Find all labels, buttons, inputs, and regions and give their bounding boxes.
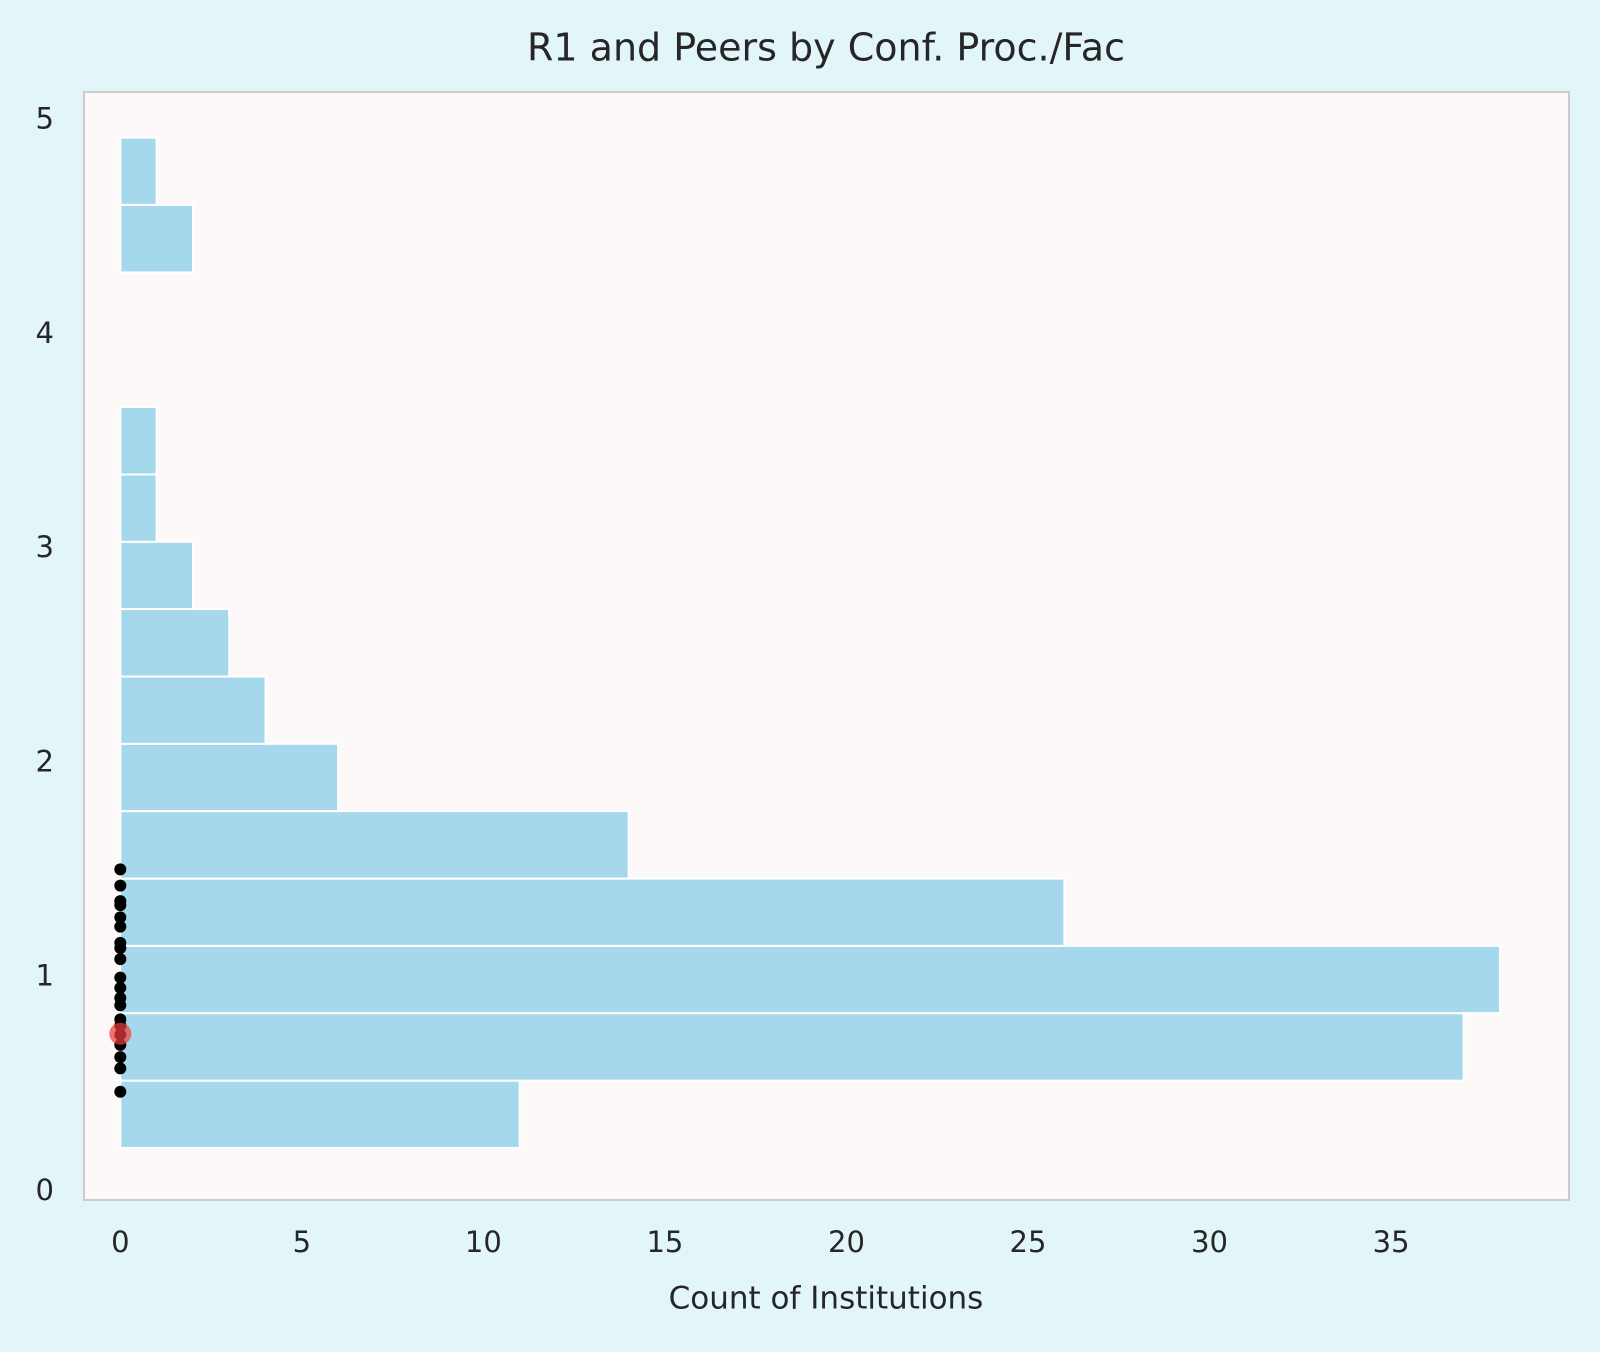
y-tick-label: 0	[36, 1173, 54, 1207]
bar	[119, 405, 158, 476]
x-tick-label: 15	[646, 1225, 683, 1259]
y-tick-label: 4	[36, 316, 54, 350]
x-tick-label: 0	[111, 1225, 129, 1259]
x-tick-label: 10	[465, 1225, 502, 1259]
bar	[119, 810, 630, 880]
y-tick-label: 5	[36, 101, 54, 135]
data-point	[114, 1085, 127, 1098]
bar	[119, 675, 267, 745]
data-point	[114, 942, 127, 955]
bar	[119, 540, 194, 611]
data-point	[114, 999, 127, 1012]
bar	[119, 608, 231, 678]
y-tick-label: 1	[36, 959, 54, 993]
y-tick-label: 2	[36, 744, 54, 778]
data-point	[114, 863, 127, 876]
data-point	[114, 1051, 127, 1064]
bar	[119, 877, 1066, 947]
data-point	[114, 953, 127, 966]
bar	[119, 944, 1502, 1015]
bar	[119, 136, 158, 206]
highlight-point	[109, 1022, 132, 1045]
x-tick-label: 25	[1010, 1225, 1047, 1259]
bar	[119, 473, 158, 543]
bar	[119, 1079, 521, 1149]
y-tick-label: 3	[36, 530, 54, 564]
x-tick-label: 30	[1191, 1225, 1228, 1259]
data-point	[114, 920, 127, 933]
data-point	[114, 879, 127, 892]
data-point	[114, 1062, 127, 1075]
x-tick-label: 35	[1373, 1225, 1410, 1259]
x-tick-label: 20	[828, 1225, 865, 1259]
bar	[119, 203, 194, 274]
data-point	[114, 911, 127, 924]
bar	[119, 1012, 1465, 1082]
x-axis-label: Count of Institutions	[669, 1281, 984, 1317]
chart-title: R1 and Peers by Conf. Proc./Fac	[527, 26, 1125, 70]
data-point	[114, 899, 127, 912]
data-point	[114, 981, 127, 994]
bar	[119, 742, 340, 813]
x-tick-label: 5	[293, 1225, 311, 1259]
data-point	[114, 971, 127, 984]
